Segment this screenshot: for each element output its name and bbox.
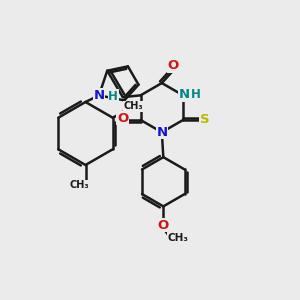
Text: O: O (117, 112, 128, 125)
Text: S: S (200, 113, 209, 127)
Text: N: N (156, 126, 167, 139)
Text: O: O (158, 219, 169, 232)
Text: H: H (191, 88, 201, 101)
Text: H: H (108, 90, 118, 103)
Text: CH₃: CH₃ (124, 101, 144, 111)
Text: CH₃: CH₃ (69, 180, 89, 190)
Text: O: O (168, 59, 179, 72)
Text: CH₃: CH₃ (168, 233, 189, 243)
Text: N: N (93, 89, 105, 102)
Text: N: N (179, 88, 190, 101)
